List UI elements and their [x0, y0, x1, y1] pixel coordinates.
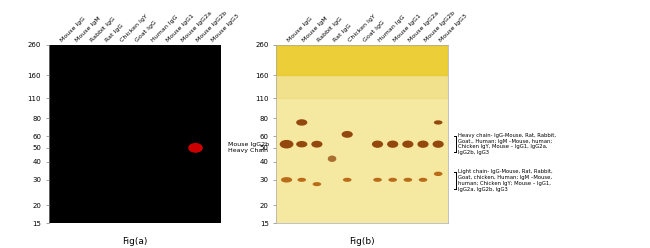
Ellipse shape	[432, 141, 444, 148]
Text: Mouse IgG: Mouse IgG	[59, 16, 86, 43]
Ellipse shape	[372, 141, 383, 148]
Ellipse shape	[281, 177, 292, 183]
Ellipse shape	[328, 155, 336, 162]
Text: Rabbit IgG: Rabbit IgG	[317, 16, 344, 43]
Text: Mouse IgG3: Mouse IgG3	[438, 13, 468, 43]
Ellipse shape	[434, 120, 443, 124]
Ellipse shape	[296, 119, 307, 126]
Ellipse shape	[342, 131, 353, 138]
Ellipse shape	[343, 178, 352, 182]
Text: Fig(b): Fig(b)	[350, 238, 375, 247]
Text: Rabbit IgG: Rabbit IgG	[90, 16, 116, 43]
Text: Mouse IgG1: Mouse IgG1	[165, 13, 195, 43]
Text: Rat IgG: Rat IgG	[332, 23, 352, 43]
Text: Light chain- IgG-Mouse, Rat, Rabbit,
Goat, chicken, Human; IgM –Mouse,
human; Ch: Light chain- IgG-Mouse, Rat, Rabbit, Goa…	[458, 169, 553, 191]
Text: Fig(a): Fig(a)	[122, 238, 148, 247]
Text: Rat IgG: Rat IgG	[105, 23, 125, 43]
Ellipse shape	[419, 178, 427, 182]
Text: Mouse IgG2a: Mouse IgG2a	[408, 10, 441, 43]
Text: Human IgG: Human IgG	[150, 14, 179, 43]
Ellipse shape	[402, 141, 413, 148]
Text: Heavy chain- IgG-Mouse, Rat, Rabbit,
Goat., Human; IgM –Mouse, human;
Chicken Ig: Heavy chain- IgG-Mouse, Rat, Rabbit, Goa…	[458, 133, 556, 155]
Ellipse shape	[296, 141, 307, 147]
Ellipse shape	[188, 143, 203, 153]
Text: Human IgG: Human IgG	[378, 14, 406, 43]
Ellipse shape	[417, 141, 428, 148]
Text: Goat IgG: Goat IgG	[362, 20, 385, 43]
Ellipse shape	[280, 140, 293, 149]
Text: Mouse IgG2a: Mouse IgG2a	[180, 10, 213, 43]
Text: Goat IgG: Goat IgG	[135, 20, 158, 43]
Ellipse shape	[389, 178, 397, 182]
Text: Mouse IgM: Mouse IgM	[302, 16, 329, 43]
Ellipse shape	[311, 141, 322, 148]
Text: Mouse IgG2b: Mouse IgG2b	[196, 10, 228, 43]
Ellipse shape	[298, 178, 306, 182]
Text: Chicken IgY: Chicken IgY	[347, 13, 377, 43]
Ellipse shape	[387, 141, 398, 148]
Text: Chicken IgY: Chicken IgY	[120, 13, 150, 43]
Text: Mouse IgG3: Mouse IgG3	[211, 13, 240, 43]
Bar	[276, 75, 448, 98]
Ellipse shape	[434, 172, 443, 176]
Ellipse shape	[373, 178, 382, 182]
Text: Mouse IgM: Mouse IgM	[74, 16, 101, 43]
Ellipse shape	[313, 182, 321, 186]
Ellipse shape	[404, 178, 412, 182]
Text: Mouse IgG2b: Mouse IgG2b	[423, 10, 456, 43]
Text: Mouse IgG2b
Heavy Chain: Mouse IgG2b Heavy Chain	[228, 142, 269, 153]
Text: Mouse IgG1: Mouse IgG1	[393, 13, 422, 43]
Bar	[276, 45, 448, 75]
Text: Mouse IgG: Mouse IgG	[287, 16, 313, 43]
